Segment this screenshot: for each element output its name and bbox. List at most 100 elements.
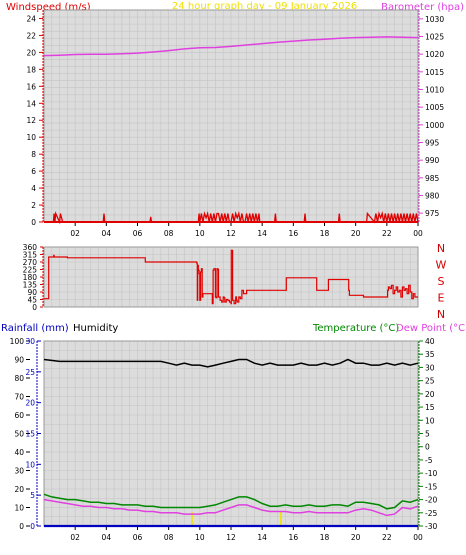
humidity-tick-label: 40 [14,448,24,457]
graph-title: 24 hour graph day - 09 January 2026 [172,1,357,12]
windspeed-tick-label: 22 [26,31,36,40]
humidity-tick-label: 80 [14,374,24,383]
barometer-tick-label: 985 [425,174,440,183]
compass-label-w: W [436,259,447,272]
x-tick-label: 20 [351,533,361,542]
x-tick-label: 14 [257,533,267,542]
barometer-tick-label: 975 [425,209,440,218]
barometer-line [43,36,419,57]
humidity-tick-label: 20 [14,485,24,494]
compass-label-n: N [437,242,445,255]
compass-label-s: S [438,275,445,288]
rainfall-tick-label: 20 [25,399,35,408]
temperature-tick-label: 30 [425,363,435,372]
x-tick-label: 14 [257,229,267,238]
windspeed-tick-label: 12 [26,116,36,125]
x-tick-label: 06 [133,533,143,542]
direction-tick-label: 360 [23,243,38,252]
direction-tick-label: 90 [27,288,37,297]
direction-tick-label: 225 [23,266,38,275]
windspeed-tick-label: 2 [31,201,36,210]
barometer-tick-label: 1010 [425,86,444,95]
x-tick-label: 18 [320,533,330,542]
barometer-axis-label: Barometer (hpa) [381,2,464,13]
x-tick-label: 02 [70,533,80,542]
x-tick-label: 12 [226,533,236,542]
direction-tick-label: 0 [32,303,37,312]
windspeed-tick-label: 16 [26,82,36,91]
x-tick-label: 16 [289,533,299,542]
temperature-line [43,493,419,510]
humidity-tick-label: 70 [14,393,24,402]
humidity-line [43,358,419,368]
rainfall-tick-label: 30 [25,337,35,346]
windspeed-tick-label: 14 [26,99,36,108]
windspeed-tick-label: 0 [31,218,36,227]
rainfall-axis-label: Rainfall (mm) [1,323,69,334]
barometer-tick-label: 980 [425,192,440,201]
x-tick-label: 00 [413,229,423,238]
temperature-tick-label: -20 [425,496,437,505]
temperature-tick-label: 40 [425,337,435,346]
dewpoint-axis-label: Dew Point (°C) [396,323,466,334]
temperature-tick-label: 15 [425,403,435,412]
humidity-tick-label: 60 [14,411,24,420]
rainfall-tick-label: 0 [30,522,35,531]
x-tick-label: 06 [133,229,143,238]
windspeed-tick-label: 6 [31,167,36,176]
windspeed-tick-label: 4 [31,184,36,193]
x-tick-label: 22 [382,229,392,238]
x-tick-label: 10 [195,229,205,238]
rainfall-tick-label: 25 [25,368,35,377]
x-tick-label: 00 [413,533,423,542]
compass-label-n: N [437,308,445,321]
temperature-tick-label: 20 [425,390,435,399]
barometer-tick-label: 1015 [425,68,444,77]
x-tick-label: 04 [102,533,112,542]
temperature-tick-label: 25 [425,377,435,386]
temperature-tick-label: 0 [425,443,430,452]
x-tick-label: 16 [289,229,299,238]
windspeed-tick-label: 18 [26,65,36,74]
humidity-temperature-chart: 0102030405060708090100051015202530-30-25… [10,337,438,542]
humidity-axis-label: Humidity [73,323,118,334]
dewpoint-line [43,498,419,517]
temperature-tick-label: 35 [425,350,435,359]
temperature-axis-label: Temperature (°C) [312,323,399,334]
direction-tick-label: 270 [23,258,38,267]
windspeed-tick-label: 8 [31,150,36,159]
direction-tick-label: 180 [23,273,38,282]
barometer-tick-label: 995 [425,139,440,148]
humidity-tick-label: 90 [14,356,24,365]
temperature-tick-label: -25 [425,509,437,518]
direction-tick-label: 315 [23,251,38,260]
barometer-tick-label: 1020 [425,50,444,59]
x-tick-label: 12 [226,229,236,238]
windspeed-axis-label: Windspeed (m/s) [6,2,91,13]
x-tick-label: 10 [195,533,205,542]
x-tick-label: 18 [320,229,330,238]
temperature-tick-label: -5 [425,456,433,465]
compass-label-e: E [438,292,445,305]
windspeed-tick-label: 20 [26,48,36,57]
x-tick-label: 20 [351,229,361,238]
x-tick-label: 08 [164,229,174,238]
temperature-tick-label: -15 [425,482,437,491]
x-tick-label: 22 [382,533,392,542]
x-tick-label: 02 [70,229,80,238]
windspeed-tick-label: 10 [26,133,36,142]
humidity-tick-label: 10 [14,504,24,513]
temperature-tick-label: -30 [425,522,437,531]
temperature-tick-label: -10 [425,469,437,478]
humidity-tick-label: 50 [14,430,24,439]
wind-direction-line [44,249,418,305]
direction-tick-label: 45 [27,296,37,305]
barometer-tick-label: 1030 [425,15,444,24]
plot-border [43,246,419,308]
humidity-tick-label: 30 [14,467,24,476]
x-tick-label: 04 [102,229,112,238]
windspeed-tick-label: 24 [26,14,36,23]
temperature-tick-label: 10 [425,416,435,425]
